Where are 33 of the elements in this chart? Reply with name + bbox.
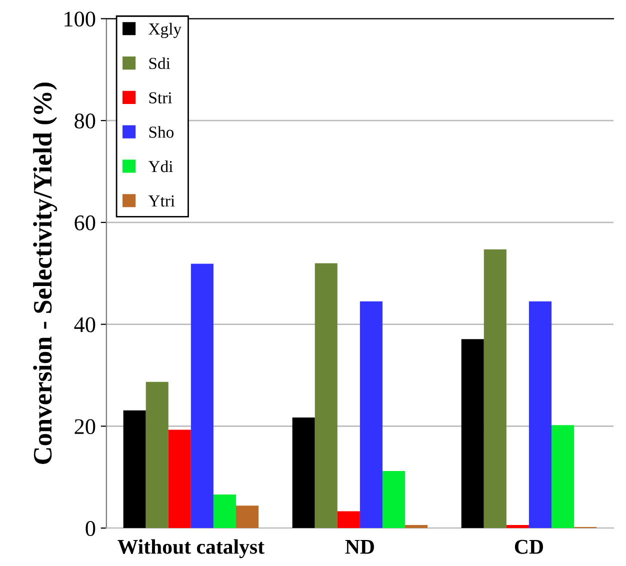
bar [236, 506, 259, 528]
y-tick-label: 40 [74, 317, 96, 332]
bar [314, 263, 338, 528]
x-tick-label: ND [345, 540, 374, 554]
bar [506, 525, 529, 528]
bar [146, 382, 168, 528]
bar [552, 425, 574, 528]
bar [168, 430, 191, 528]
bar [382, 471, 406, 528]
legend-label: Sho [149, 126, 174, 138]
y-tick-label: 0 [86, 521, 96, 536]
legend-label: Xgly [148, 22, 182, 38]
y-axis-title: Conversion - Selectivity/Yield (%) [33, 82, 58, 464]
y-tick-label: 20 [74, 419, 96, 434]
bar [461, 339, 484, 528]
bar [337, 511, 360, 528]
bar [405, 525, 428, 528]
bar [484, 249, 506, 528]
bar [190, 264, 214, 528]
x-tick-label: CD [514, 540, 543, 554]
bar [528, 301, 552, 528]
legend-label: Ytri [148, 195, 175, 207]
bar [213, 494, 236, 528]
legend-label: Stri [149, 92, 172, 104]
x-tick-label: Without catalyst [118, 539, 264, 558]
y-tick-label: 100 [64, 12, 96, 27]
y-tick-label: 60 [74, 215, 96, 230]
bar [292, 418, 315, 528]
legend-label: Ydi [148, 160, 173, 172]
bar [123, 410, 146, 528]
bar [360, 301, 382, 528]
legend-label: Sdi [149, 57, 170, 70]
y-tick-label: 80 [74, 113, 96, 128]
